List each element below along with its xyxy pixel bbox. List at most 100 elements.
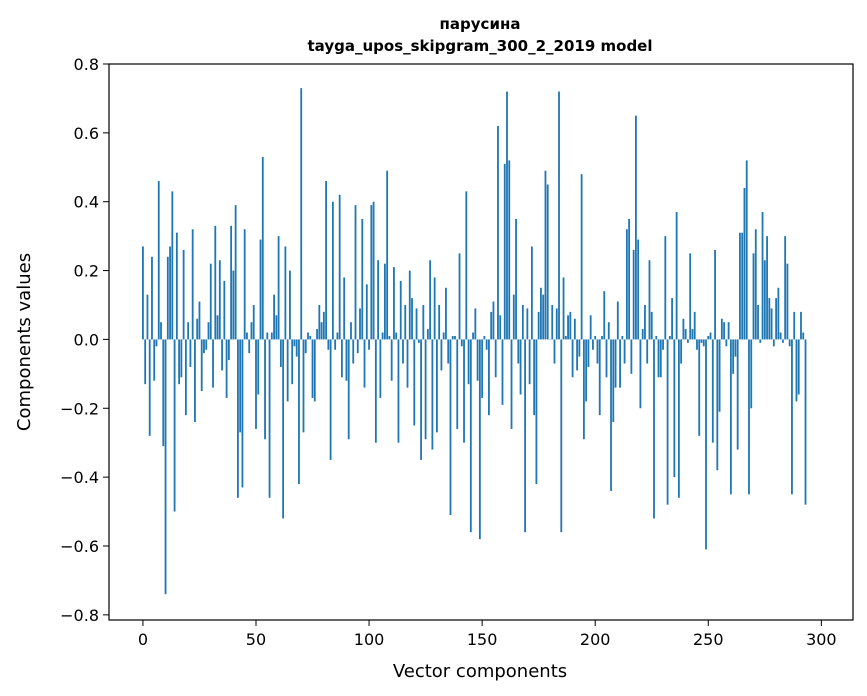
bar-63 — [284, 246, 287, 340]
bar-287 — [791, 339, 793, 495]
bar-244 — [693, 311, 696, 340]
bar-152 — [485, 339, 488, 350]
bar-143 — [465, 191, 468, 340]
bar-256 — [720, 318, 723, 340]
bar-156 — [494, 339, 497, 378]
bar-254 — [716, 339, 719, 471]
bar-291 — [800, 311, 802, 340]
bar-255 — [718, 339, 721, 412]
bar-101 — [370, 205, 373, 340]
bar-230 — [662, 339, 664, 350]
bar-251 — [709, 332, 712, 340]
bar-125 — [424, 339, 427, 440]
bar-281 — [777, 287, 780, 340]
bar-293 — [804, 339, 807, 505]
bar-96 — [359, 308, 361, 340]
bar-161 — [506, 91, 508, 340]
bar-62 — [282, 339, 285, 519]
bar-272 — [757, 304, 759, 340]
bar-3 — [148, 339, 151, 436]
bar-187 — [564, 335, 567, 340]
y-tick-label: −0.2 — [60, 399, 99, 418]
bar-171 — [528, 339, 531, 385]
bar-238 — [680, 339, 683, 364]
bar-92 — [350, 322, 352, 340]
y-axis-ticks: −0.8 −0.6 −0.4 −0.2 0.0 0.2 0.4 0.6 0.8 — [60, 55, 109, 625]
bar-286 — [788, 339, 791, 347]
bar-223 — [646, 339, 649, 364]
bar-176 — [540, 287, 542, 340]
bar-86 — [336, 332, 339, 340]
bar-213 — [623, 339, 626, 364]
bar-265 — [741, 232, 744, 340]
bar-202 — [598, 339, 601, 416]
bar-81 — [325, 181, 327, 340]
bar-79 — [320, 322, 323, 340]
bar-87 — [338, 194, 341, 340]
bar-55 — [266, 332, 269, 340]
bar-122 — [417, 339, 420, 343]
bar-16 — [178, 339, 181, 385]
bar-283 — [781, 339, 784, 343]
bar-18 — [182, 249, 185, 340]
bar-70 — [300, 88, 303, 340]
bar-170 — [526, 308, 529, 340]
bar-191 — [573, 318, 576, 340]
bar-91 — [347, 339, 350, 440]
y-tick-label: 0.8 — [74, 55, 99, 74]
bar-110 — [390, 339, 393, 381]
bar-209 — [614, 339, 617, 388]
x-tick-label: 250 — [693, 630, 724, 649]
bar-269 — [750, 339, 753, 409]
y-tick-label: −0.8 — [60, 606, 99, 625]
bar-57 — [270, 332, 273, 340]
bar-51 — [257, 339, 260, 395]
bar-270 — [752, 253, 755, 340]
bar-192 — [576, 339, 579, 371]
y-tick-label: −0.4 — [60, 468, 99, 487]
bar-85 — [334, 339, 337, 350]
bar-236 — [675, 212, 678, 340]
bar-46 — [246, 332, 248, 340]
bar-208 — [612, 339, 615, 423]
bar-9 — [162, 339, 165, 447]
bar-275 — [763, 260, 766, 340]
bar-289 — [795, 339, 798, 402]
bar-268 — [748, 339, 750, 495]
bar-117 — [406, 339, 409, 388]
bar-136 — [449, 339, 452, 515]
bar-154 — [490, 311, 493, 340]
bar-148 — [476, 339, 479, 381]
chart-subtitle: tayga_upos_skipgram_300_2_2019 model — [308, 37, 653, 55]
bar-97 — [361, 218, 364, 340]
chart-title: парусина — [440, 15, 521, 33]
bar-246 — [698, 339, 701, 436]
bar-7 — [157, 181, 160, 340]
bar-201 — [596, 339, 599, 364]
x-tick-label: 300 — [806, 630, 837, 649]
bar-53 — [261, 156, 264, 340]
bar-100 — [368, 339, 370, 350]
bar-121 — [415, 308, 418, 340]
bar-4 — [151, 256, 153, 340]
bar-221 — [641, 329, 644, 340]
bar-205 — [605, 339, 608, 378]
bar-111 — [393, 267, 395, 340]
bar-13 — [171, 191, 174, 340]
bar-64 — [286, 339, 289, 402]
bar-240 — [684, 329, 687, 340]
bar-120 — [413, 339, 416, 426]
bar-141 — [460, 339, 463, 347]
bar-56 — [268, 339, 271, 498]
bar-186 — [562, 277, 565, 340]
bar-150 — [481, 339, 484, 398]
bar-36 — [223, 280, 226, 340]
bar-207 — [610, 339, 612, 491]
bar-59 — [275, 315, 278, 340]
bar-76 — [313, 339, 316, 402]
bar-228 — [657, 339, 660, 378]
bar-98 — [363, 339, 366, 388]
bar-20 — [187, 322, 190, 340]
bar-266 — [743, 187, 746, 340]
bar-155 — [492, 301, 495, 340]
